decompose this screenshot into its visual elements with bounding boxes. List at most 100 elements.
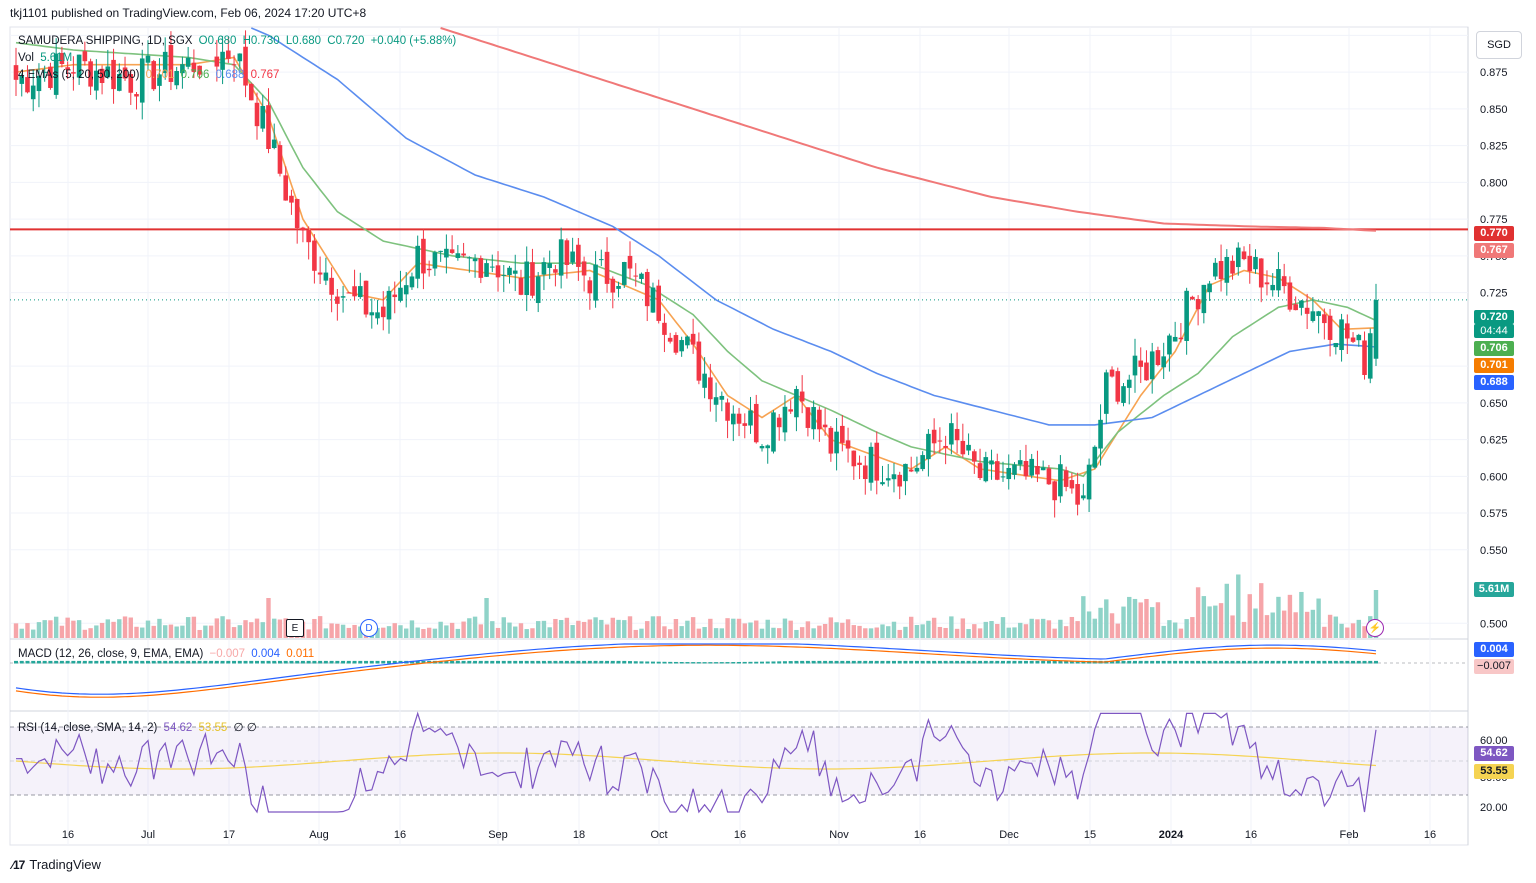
volume-bar [415, 627, 420, 638]
macd-hist-bar [926, 660, 931, 664]
candle-body [226, 50, 231, 59]
macd-hist-bar [277, 660, 282, 664]
candle-body [1367, 333, 1373, 379]
tradingview-brand[interactable]: ⁄17 TradingView [12, 857, 101, 872]
macd-hist-bar [605, 660, 610, 664]
volume-bar [484, 598, 489, 638]
volume-bar [180, 625, 185, 638]
volume-bar [1253, 608, 1258, 638]
y-tick-label: 0.875 [1480, 67, 1508, 79]
candle-body [1086, 464, 1092, 500]
macd-hist-bar [771, 661, 776, 664]
macd-hist-bar [1121, 660, 1126, 664]
volume-bar [794, 629, 799, 638]
macd-hist-bar [685, 662, 690, 664]
candle-body [1213, 262, 1218, 277]
y-tick-label: 0.725 [1480, 288, 1508, 300]
volume-bar [828, 617, 834, 638]
candle-body [1345, 323, 1350, 339]
candle-body [954, 428, 960, 441]
candle-body [392, 294, 398, 298]
macd-hist-bar [346, 660, 351, 664]
rsi-label[interactable]: RSI (14, close, SMA, 14, 2) [18, 722, 158, 734]
y-tick-label: 0.550 [1480, 545, 1508, 557]
macd-hist-bar [312, 660, 317, 664]
volume-bar [329, 623, 334, 638]
macd-hist-bar [1219, 660, 1224, 664]
macd-hist-bar [518, 660, 523, 664]
volume-bar [954, 628, 960, 638]
candle-body [1247, 255, 1253, 272]
macd-hist-bar [851, 660, 856, 664]
macd-hist-bar [943, 660, 948, 664]
macd-hist-bar [1110, 660, 1115, 664]
volume-bar [1327, 614, 1333, 638]
volume-value: 5.61M [40, 52, 73, 64]
symbol-name[interactable]: SAMUDERA SHIPPING, 1D, SGX [18, 35, 193, 47]
candle-body [960, 440, 966, 455]
volume-bar [1127, 596, 1132, 638]
currency-button[interactable]: SGD [1476, 31, 1522, 59]
candle-body [42, 71, 47, 73]
macd-hist-bar [455, 660, 460, 664]
volume-bar [535, 621, 541, 638]
volume-bar [1144, 598, 1149, 638]
volume-bar [1012, 627, 1017, 638]
y-tick-label: 0.500 [1480, 618, 1508, 630]
candle-body [329, 277, 334, 295]
x-tick-label: Nov [829, 829, 849, 841]
volume-bar [306, 629, 311, 638]
candle-body [685, 336, 690, 346]
macd-hist-bar [777, 661, 782, 664]
volume-bar [249, 622, 254, 638]
candle-body [19, 75, 25, 84]
dividend-flag[interactable]: D [360, 619, 378, 637]
volume-bar [1350, 623, 1356, 638]
rsi-ma-line [15, 752, 1377, 770]
candle-body [380, 306, 386, 318]
macd-label[interactable]: MACD (12, 26, close, 9, EMA, EMA) [18, 648, 204, 660]
volume-bar [312, 618, 317, 638]
macd-hist-bar [1276, 660, 1281, 664]
earnings-flag[interactable]: E [286, 619, 304, 637]
candle-body [1362, 340, 1367, 375]
volume-bar [444, 625, 449, 638]
macd-hist-bar [232, 660, 237, 664]
volume-bar [886, 626, 891, 638]
volume-bar [576, 620, 581, 638]
macd-hist-bar [358, 660, 363, 664]
macd-hist-bar [828, 660, 833, 664]
x-tick-label: Feb [1340, 829, 1359, 841]
volume-bar [949, 616, 954, 638]
lightning-icon[interactable]: ⚡ [1366, 619, 1384, 637]
ema-legend: 4 EMAs (5, 20, 50, 200) 0.701 0.706 0.68… [18, 69, 282, 81]
volume-bar [702, 627, 707, 638]
volume-bar [122, 616, 128, 638]
candle-body [237, 53, 243, 62]
volume-label[interactable]: Vol [18, 52, 34, 64]
volume-bar [1104, 599, 1109, 638]
rsi-legend: RSI (14, close, SMA, 14, 2) 54.62 53.55 … [18, 720, 260, 734]
macd-hist-bar [909, 660, 914, 664]
candle-body [1126, 379, 1132, 388]
ema-label[interactable]: 4 EMAs (5, 20, 50, 200) [18, 69, 140, 81]
macd-hist-bar [1018, 660, 1023, 664]
volume-bar [1052, 628, 1057, 638]
ema5-value: 0.701 [145, 69, 175, 81]
candle-body [587, 280, 593, 294]
macd-hist-bar [260, 660, 265, 664]
volume-bar [656, 616, 661, 638]
candle-body [1063, 470, 1069, 487]
macd-hist-bar [59, 660, 64, 664]
candle-body [1333, 343, 1339, 348]
candle-body [690, 333, 696, 345]
macd-hist-bar [306, 660, 311, 664]
volume-bar [903, 626, 908, 638]
macd-hist-bar [805, 660, 810, 664]
macd-legend: MACD (12, 26, close, 9, EMA, EMA) −0.007… [18, 648, 317, 660]
volume-bar [541, 620, 547, 638]
candle-body [1058, 464, 1063, 497]
volume-bar [610, 617, 615, 638]
macd-hist-bar [1305, 660, 1310, 664]
